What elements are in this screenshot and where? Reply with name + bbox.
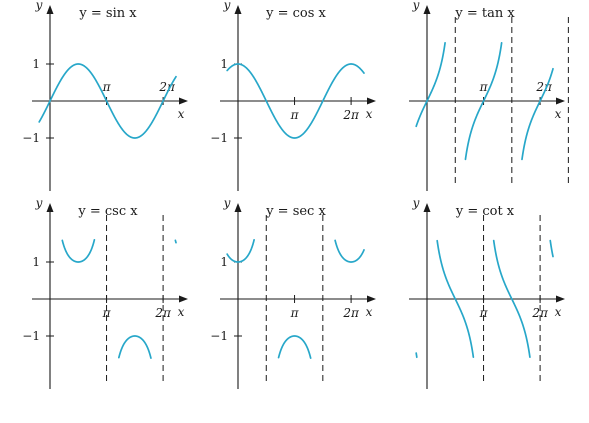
cos-curve: [226, 63, 365, 139]
x-tick-label: π: [102, 306, 112, 320]
sin-curve: [38, 63, 177, 139]
x-tick-label: 2π: [154, 306, 172, 320]
x-tick-label: π: [479, 306, 489, 320]
x-axis-arrow-icon: [367, 97, 376, 105]
x-axis-arrow-icon: [556, 97, 565, 105]
x-axis-label: x: [178, 305, 185, 319]
tan-curve: [415, 41, 554, 161]
y-tick-label: 1: [220, 57, 228, 71]
x-tick-label: π: [290, 306, 300, 320]
graph-title: y = tan x: [454, 6, 515, 21]
panel-sec: y x y = sec x π 2π 1 −1: [210, 196, 376, 389]
y-axis-label: y: [412, 0, 420, 12]
x-axis-label: x: [178, 107, 185, 121]
y-tick-label: −1: [22, 329, 40, 343]
csc-curve: [61, 239, 177, 359]
y-tick-label: −1: [210, 131, 228, 145]
y-axis-arrow-icon: [234, 5, 242, 14]
graph-title: y = cos x: [265, 6, 326, 21]
x-axis-label: x: [555, 305, 562, 319]
graph-title: y = sin x: [78, 6, 137, 21]
x-tick-label: π: [290, 108, 300, 122]
x-tick-label: 2π: [342, 306, 360, 320]
y-tick-label: 1: [32, 255, 40, 269]
y-axis-label: y: [223, 0, 231, 12]
x-axis-arrow-icon: [179, 97, 188, 105]
graph-title: y = cot x: [455, 204, 515, 219]
sec-curve: [226, 239, 365, 359]
y-axis-arrow-icon: [46, 5, 54, 14]
x-tick-label: 2π: [531, 306, 549, 320]
x-tick-label: π: [102, 80, 112, 94]
y-tick-label: 1: [32, 57, 40, 71]
y-axis-label: y: [223, 196, 231, 210]
y-tick-label: −1: [210, 329, 228, 343]
panel-cos: y x y = cos x π 2π 1 −1: [210, 0, 376, 191]
y-axis-label: y: [35, 0, 43, 12]
panel-tan: yxy = tan xπ 2π: [409, 0, 569, 191]
panel-sin: yxy = sin xπ 2π1−1: [22, 0, 188, 191]
x-axis-arrow-icon: [179, 295, 188, 303]
y-axis-arrow-icon: [234, 203, 242, 212]
cot-curve: [415, 239, 554, 359]
y-axis-arrow-icon: [423, 5, 431, 14]
y-tick-label: −1: [22, 131, 40, 145]
panel-csc: y x y = csc x π 2π 1 −1: [22, 196, 188, 389]
x-axis-label: x: [366, 107, 373, 121]
y-axis-arrow-icon: [423, 203, 431, 212]
x-tick-label: π: [479, 80, 489, 94]
y-axis-label: y: [412, 196, 420, 210]
y-axis-arrow-icon: [46, 203, 54, 212]
panel-cot: y x y = cot x π 2π: [409, 196, 565, 389]
x-tick-label: 2π: [342, 108, 360, 122]
graph-title: y = csc x: [77, 204, 138, 219]
y-tick-label: 1: [220, 255, 228, 269]
y-axis-label: y: [35, 196, 43, 210]
graph-title: y = sec x: [265, 204, 326, 219]
x-axis-arrow-icon: [367, 295, 376, 303]
x-axis-label: x: [555, 107, 562, 121]
x-axis-arrow-icon: [556, 295, 565, 303]
x-axis-label: x: [366, 305, 373, 319]
